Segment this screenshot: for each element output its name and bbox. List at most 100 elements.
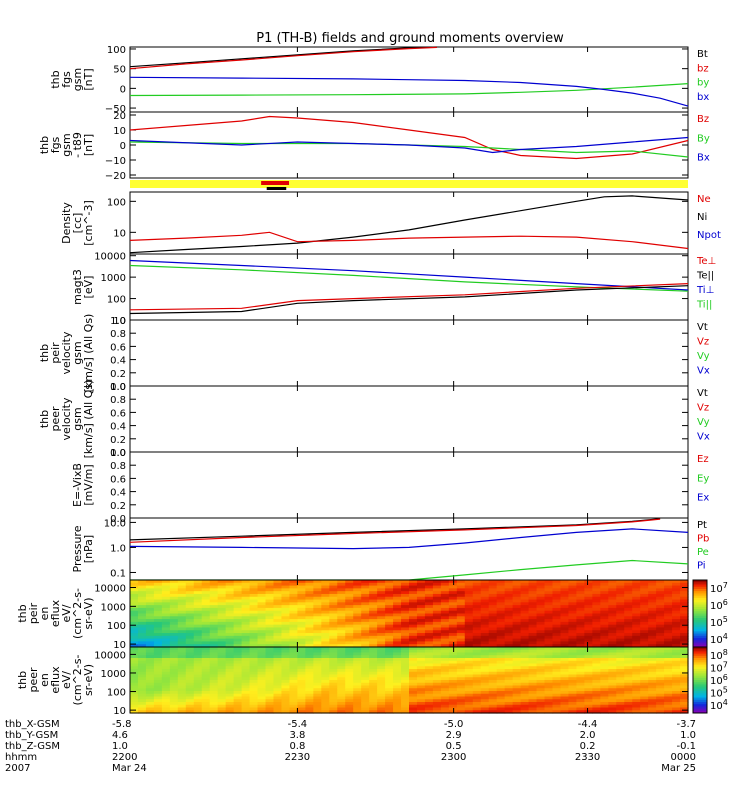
spectrogram-cell — [616, 655, 625, 659]
spectrogram-cell — [464, 693, 474, 698]
spectrogram-cell — [265, 596, 275, 601]
spectrogram-cell — [353, 680, 362, 684]
spectrogram-cell — [616, 666, 625, 670]
spectrogram-cell — [409, 660, 418, 665]
spectrogram-cell — [169, 616, 179, 620]
spectrogram-cell — [337, 647, 346, 651]
spectrogram-cell — [409, 596, 418, 601]
spectrogram-cell — [137, 635, 147, 640]
spectrogram-cell — [377, 647, 386, 651]
spectrogram-cell — [640, 588, 649, 592]
spectrogram-cell — [393, 647, 402, 651]
spectrogram-cell — [137, 644, 147, 648]
spectrogram-cell — [281, 693, 291, 698]
spectrogram-cell — [130, 693, 139, 698]
spectrogram-cell — [209, 666, 219, 670]
spectrogram-cell — [504, 593, 514, 598]
spectrogram-cell — [520, 638, 530, 643]
spectrogram-cell — [297, 607, 306, 612]
spectrogram-cell — [305, 699, 314, 703]
spectrogram-cell — [401, 593, 410, 598]
spectrogram-cell — [680, 635, 689, 640]
spectrogram-cell — [249, 691, 259, 695]
spectrogram-cell — [440, 666, 450, 670]
spectrogram-cell — [616, 691, 625, 695]
spectrogram-cell — [385, 691, 394, 695]
spectrogram-cell — [480, 671, 490, 676]
spectrogram-cell — [656, 635, 665, 640]
spectrogram-cell — [608, 624, 617, 629]
spectrogram-cell — [616, 647, 625, 651]
spectrogram-cell — [456, 599, 466, 603]
spectrogram-cell — [305, 652, 314, 656]
spectrogram-cell — [440, 593, 450, 598]
time-axis-value: 2300 — [441, 752, 466, 763]
spectrogram-cell — [576, 607, 585, 612]
spectrogram-cell — [472, 610, 482, 615]
spectrogram-cell — [273, 710, 283, 714]
spectrogram-cell — [273, 652, 283, 656]
spectrogram-cell — [512, 596, 522, 601]
spectrogram-cell — [233, 688, 243, 692]
spectrogram-cell — [672, 647, 681, 651]
spectrogram-cell — [249, 607, 259, 612]
spectrogram-cell — [528, 677, 538, 681]
spectrogram-cell — [233, 696, 243, 700]
spectrogram-cell — [305, 580, 314, 584]
spectrogram-cell — [608, 696, 617, 700]
spectrogram-cell — [185, 619, 195, 623]
spectrogram-cell — [161, 638, 171, 643]
spectrogram-cell — [616, 649, 625, 654]
spectrogram-cell — [608, 677, 617, 681]
spectrogram-cell — [193, 685, 203, 689]
spectrogram-cell — [584, 638, 593, 643]
spectrogram-cell — [329, 685, 338, 689]
colorbar-segment — [693, 595, 707, 599]
spectrogram-cell — [648, 669, 657, 673]
spectrogram-cell — [504, 602, 514, 606]
spectrogram-cell — [576, 624, 585, 629]
spectrogram-cell — [552, 652, 562, 656]
spectrogram-cell — [536, 627, 546, 631]
spectrogram-cell — [289, 671, 298, 676]
spectrogram-cell — [632, 605, 641, 609]
spectrogram-cell — [512, 619, 522, 623]
spectrogram-cell — [137, 707, 147, 711]
spectrogram-cell — [241, 649, 251, 654]
series-line-Pb — [129, 518, 661, 543]
spectrogram-cell — [608, 691, 617, 695]
spectrogram-cell — [177, 627, 187, 631]
spectrogram-cell — [464, 674, 474, 678]
spectrogram-cell — [177, 669, 187, 673]
spectrogram-cell — [193, 580, 203, 584]
spectrogram-cell — [409, 682, 418, 687]
spectrogram-cell — [409, 658, 418, 662]
spectrogram-cell — [185, 627, 195, 631]
spectrogram-cell — [632, 585, 641, 589]
spectrogram-cell — [616, 671, 625, 676]
spectrogram-cell — [345, 671, 354, 676]
spectrogram-cell — [297, 677, 306, 681]
spectrogram-cell — [488, 649, 498, 654]
spectrogram-cell — [568, 633, 577, 637]
spectrogram-cell — [544, 580, 554, 584]
spectrogram-cell — [616, 585, 625, 589]
y-tick-label: 10.0 — [104, 518, 126, 529]
spectrogram-cell — [664, 621, 673, 626]
spectrogram-cell — [416, 624, 426, 629]
spectrogram-cell — [456, 619, 466, 623]
spectrogram-cell — [648, 585, 657, 589]
spectrogram-cell — [512, 688, 522, 692]
spectrogram-cell — [464, 704, 474, 709]
spectrogram-cell — [137, 630, 147, 634]
spectrogram-cell — [305, 630, 314, 634]
spectrogram-cell — [209, 702, 219, 706]
spectrogram-cell — [337, 591, 346, 595]
spectrogram-cell — [496, 669, 506, 673]
spectrogram-cell — [472, 599, 482, 603]
spectrogram-cell — [432, 630, 442, 634]
spectrogram-cell — [416, 704, 426, 709]
spectrogram-cell — [329, 633, 338, 637]
spectrogram-cell — [281, 635, 291, 640]
spectrogram-cell — [456, 610, 466, 615]
